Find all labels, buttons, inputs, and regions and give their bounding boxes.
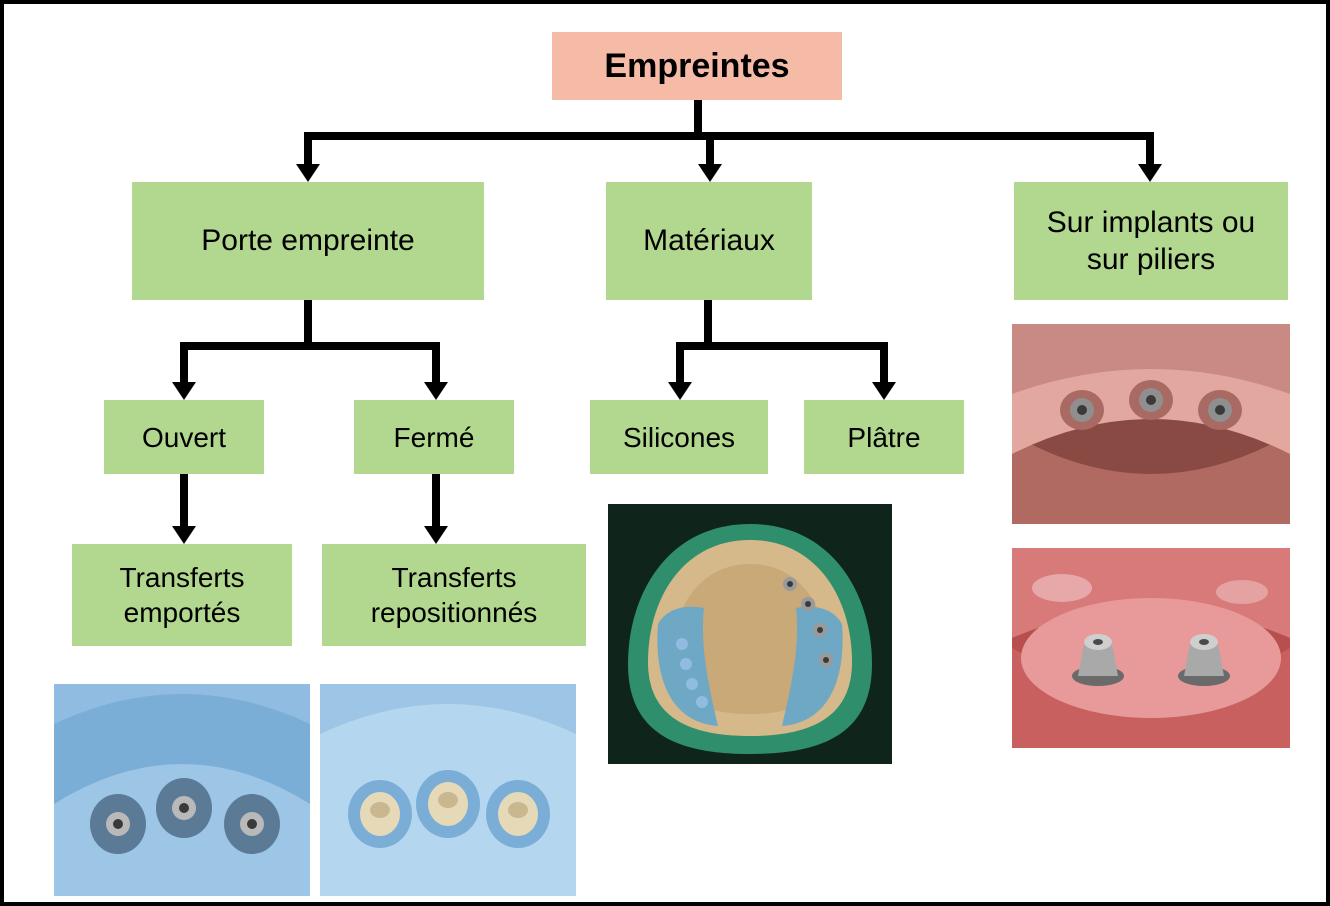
conn-to-materiaux: [706, 132, 714, 166]
node-ouvert-label: Ouvert: [142, 420, 226, 455]
node-trepos: Transferts repositionnés: [322, 544, 586, 646]
conn-root-hz: [304, 132, 1154, 140]
conn-to-porte: [304, 132, 312, 166]
conn-porte-down: [304, 300, 312, 342]
node-porte-label: Porte empreinte: [201, 222, 414, 260]
node-implants: Sur implants ou sur piliers: [1014, 182, 1288, 300]
node-ferme: Fermé: [354, 400, 514, 474]
arrow-materiaux: [698, 164, 722, 182]
conn-to-implants: [1146, 132, 1154, 166]
arrow-implants: [1138, 164, 1162, 182]
node-platre-label: Plâtre: [847, 420, 920, 455]
arrow-temportes: [172, 526, 196, 544]
photo-impression-closed: [320, 684, 576, 896]
conn-mat-down: [704, 300, 712, 342]
arrow-trepos: [424, 526, 448, 544]
node-materiaux-label: Matériaux: [643, 222, 775, 260]
arrow-silicones: [668, 382, 692, 400]
arrow-ferme: [424, 382, 448, 400]
node-platre: Plâtre: [804, 400, 964, 474]
arrow-ouvert: [172, 382, 196, 400]
node-root: Empreintes: [552, 32, 842, 100]
conn-ouvert-down: [180, 474, 188, 528]
node-ferme-label: Fermé: [394, 420, 475, 455]
node-temportes-label: Transferts emportés: [80, 560, 284, 630]
node-materiaux: Matériaux: [606, 182, 812, 300]
node-ouvert: Ouvert: [104, 400, 264, 474]
node-silicones-label: Silicones: [623, 420, 735, 455]
conn-to-platre: [880, 342, 888, 384]
diagram-frame: Empreintes Porte empreinte Matériaux Sur…: [0, 0, 1330, 906]
photo-impression-open: [54, 684, 310, 896]
conn-mat-hz: [676, 342, 888, 350]
node-temportes: Transferts emportés: [72, 544, 292, 646]
conn-ferme-down: [432, 474, 440, 528]
arrow-porte: [296, 164, 320, 182]
conn-root-down: [694, 100, 702, 132]
photo-abutments-bottom: [1012, 548, 1290, 748]
node-porte: Porte empreinte: [132, 182, 484, 300]
node-implants-label: Sur implants ou sur piliers: [1024, 204, 1278, 279]
conn-to-ouvert: [180, 342, 188, 384]
photo-model-cast: [608, 504, 892, 764]
conn-to-ferme: [432, 342, 440, 384]
conn-porte-hz: [180, 342, 440, 350]
node-trepos-label: Transferts repositionnés: [330, 560, 578, 630]
conn-to-sil: [676, 342, 684, 384]
node-root-label: Empreintes: [604, 45, 789, 88]
arrow-platre: [872, 382, 896, 400]
node-silicones: Silicones: [590, 400, 768, 474]
photo-implants-top: [1012, 324, 1290, 524]
